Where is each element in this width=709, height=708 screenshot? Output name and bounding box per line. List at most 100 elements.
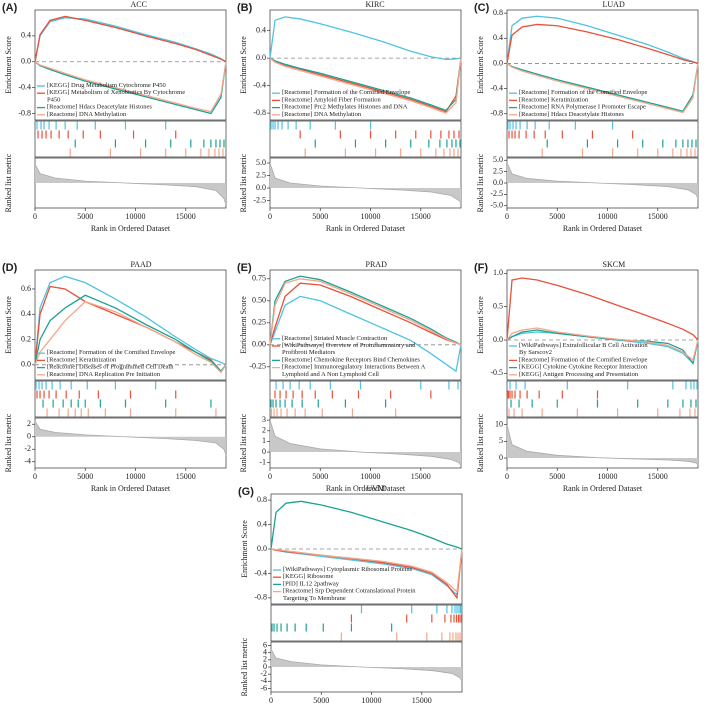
metric-y-tick-label: 10 (495, 419, 503, 428)
legend-label: [KEGG] Antigen Processing and Presentati… (519, 371, 639, 378)
legend-label: [Reactome] Keratinization (519, 97, 589, 104)
metric-area-fill (270, 163, 461, 203)
plot-frame (34, 269, 227, 381)
metric-y-tick-label: -2 (260, 669, 267, 678)
metric-y-tick-label: -4 (260, 676, 267, 685)
y-tick-label: 0.4 (493, 33, 503, 42)
y-axis-label: Enrichment Score (476, 36, 485, 94)
y-tick-label: 0.0 (256, 53, 266, 62)
plot-frame (506, 380, 699, 418)
y-tick-label: -0.8 (490, 109, 503, 118)
y-tick-label: -0.25 (249, 362, 266, 371)
metric-y-tick-label: -1 (259, 458, 266, 467)
y-tick-label: -0.8 (18, 108, 31, 117)
x-tick-label: 15000 (412, 696, 432, 705)
y-tick-label: -0.5 (490, 368, 503, 377)
legend-label: [Reactome] Formation of the Cornified En… (47, 350, 175, 357)
metric-y-tick-label: 0 (499, 453, 503, 462)
enrichment-curve (506, 23, 699, 65)
y-tick-label: -0.4 (18, 82, 31, 91)
panel-label: (E) (237, 262, 252, 274)
enrichment-curve (269, 295, 462, 373)
y-axis-label: Enrichment Score (476, 296, 485, 354)
y-tick-label: 0.5 (493, 301, 503, 310)
metric-y-tick-label: 6 (263, 640, 267, 649)
metric-area-fill (35, 164, 226, 205)
metric-y-tick-label: 2 (262, 426, 266, 435)
x-tick-label: 15000 (411, 472, 431, 481)
x-tick-label: 0 (33, 472, 37, 481)
enrichment-curve (269, 57, 462, 112)
x-tick-label: 15000 (176, 472, 196, 481)
metric-curve (270, 648, 463, 682)
x-tick-label: 15000 (411, 212, 431, 221)
y-tick-label: -0.4 (254, 568, 267, 577)
x-tick-label: 5000 (312, 212, 328, 221)
y-tick-label: 0.0 (493, 335, 503, 344)
metric-curve (269, 420, 462, 467)
x-axis-label: Rank in Ordered Dataset (326, 484, 406, 493)
y-tick-label: 0.4 (256, 25, 266, 34)
legend-label: [Reactome] Diseases of Programmed Cell D… (47, 364, 174, 371)
y-tick-label: 0.8 (493, 8, 503, 17)
plot-frame (270, 604, 463, 642)
metric-y-tick-label: -6 (260, 683, 267, 692)
x-tick-label: 15000 (648, 472, 668, 481)
metric-y-tick-label: 5.0 (256, 158, 266, 167)
panel-title: ACC (131, 0, 147, 9)
enrichment-curve (269, 282, 462, 346)
legend-label: [Reactome] Striated Muscle Contraction (282, 335, 388, 342)
x-tick-label: 10000 (362, 696, 382, 705)
metric-y-tick-label: 2.5 (256, 170, 266, 179)
y-tick-label: 0.4 (257, 519, 267, 528)
x-tick-label: 15000 (176, 212, 196, 221)
enrichment-curve (34, 285, 227, 373)
metric-y-tick-label: -2 (24, 444, 31, 453)
panel-label: (G) (238, 486, 254, 498)
plot-frame (34, 417, 227, 469)
x-axis-label: Rank in Ordered Dataset (91, 484, 171, 493)
x-axis-label: Rank in Ordered Dataset (91, 224, 171, 233)
panel-title: SKCM (603, 260, 626, 269)
enrichment-curve (506, 329, 699, 365)
metric-y-tick-label: 0 (262, 447, 266, 456)
legend-label: [KEGG] Cytokine Cytokine Receptor Intera… (519, 364, 648, 371)
metric-y-tick-label: 4 (263, 648, 267, 657)
y-tick-label: 0.0 (493, 58, 503, 67)
y-tick-label: 0.4 (21, 31, 31, 40)
metric-y-tick-label: 0 (263, 662, 267, 671)
legend-label: [Reactome] Hdacs Deacetylate Histones (519, 111, 624, 118)
enrichment-curve (34, 275, 227, 366)
y-tick-label: -0.4 (490, 83, 503, 92)
enrichment-curve (506, 62, 699, 112)
y-tick-label: -0.8 (254, 593, 267, 602)
metric-curve (34, 164, 227, 205)
y-axis-label: Enrichment Score (239, 36, 248, 94)
panel-title: LUAD (603, 0, 625, 9)
panel-title: KIRC (366, 0, 385, 9)
metric-axis-label: Ranked list metric (239, 413, 248, 472)
enrichment-curve (506, 277, 699, 341)
x-axis-label: Rank in Ordered Dataset (563, 484, 643, 493)
metric-curve (506, 162, 699, 200)
legend-label: [Reactome] Formation of the Cornified En… (519, 357, 647, 364)
metric-area-fill (507, 162, 698, 199)
metric-curve (269, 162, 462, 204)
x-tick-label: 0 (505, 472, 509, 481)
x-tick-label: 5000 (549, 212, 565, 221)
legend-label: [KEGG] Metabolism of Xenobiotics By Cyto… (47, 90, 187, 104)
metric-area-fill (270, 420, 461, 466)
enrichment-curve (506, 62, 699, 114)
legend-label: [Reactome] Hdacs Deacetylate Histones (47, 104, 152, 111)
y-tick-label: 0.25 (252, 318, 266, 327)
enrichment-curve (34, 61, 227, 115)
x-tick-label: 5000 (549, 472, 565, 481)
legend-label: [Reactome] RNA Polymerase I Promoter Esc… (519, 104, 646, 111)
enrichment-curve (506, 327, 699, 362)
enrichment-curve (34, 17, 227, 63)
y-tick-label: 0.2 (21, 334, 31, 343)
metric-area-fill (507, 424, 698, 465)
metric-y-tick-label: 3 (262, 415, 266, 424)
legend-label: [Reactome] Prc2 Methylates Histones and … (282, 104, 408, 111)
metric-y-tick-label: 0 (27, 432, 31, 441)
